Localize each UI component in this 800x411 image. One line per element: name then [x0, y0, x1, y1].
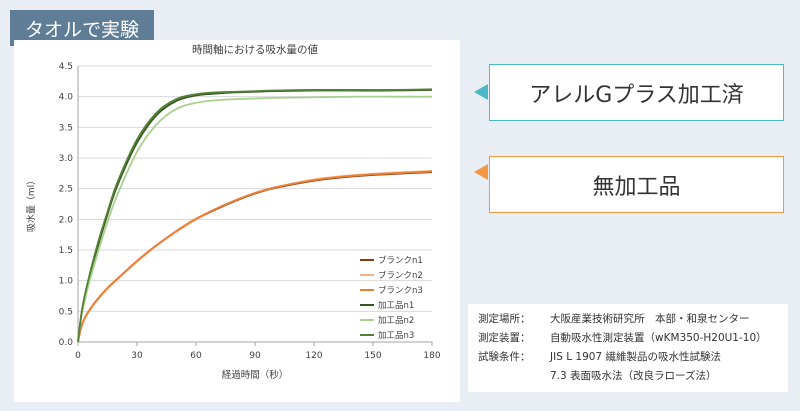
x-tick-label: 90 [249, 351, 261, 361]
chart-card: 時間軸における吸水量の値 0.0 0.5 1.0 1.5 2.0 2.5 3.0 3.5 4.0 4… [14, 40, 460, 402]
condition-row: 測定装置： 自動吸水性測定装置（wKM350-H20U1-10） [478, 329, 778, 348]
x-tick-label: 0 [75, 351, 81, 361]
legend-label: 加工品n1 [378, 300, 414, 311]
condition-key: 測定装置： [478, 332, 531, 344]
series-line [77, 170, 433, 343]
condition-row: 7.3 表面吸水法（改良ラローズ法） [478, 367, 778, 386]
callout-pointer-untreated [474, 164, 488, 180]
legend-label: 加工品n3 [378, 330, 414, 341]
condition-row: 試験条件： JIS L 1907 繊維製品の吸水性試験法 [478, 348, 778, 367]
x-tick-label: 180 [423, 351, 440, 361]
y-tick-label: 1.5 [59, 246, 73, 256]
x-tick-label: 30 [131, 351, 143, 361]
y-tick-label: 1.0 [59, 277, 74, 287]
series-line [77, 88, 433, 343]
y-tick-label: 4.5 [59, 62, 73, 72]
condition-key: 試験条件： [478, 351, 531, 363]
callout-pointer-treated [474, 84, 488, 100]
water-absorption-chart: 時間軸における吸水量の値 0.0 0.5 1.0 1.5 2.0 2.5 3.0 3.5 4.0 4… [25, 43, 441, 381]
test-conditions-box: 測定場所： 大阪産業技術研究所 本部・和泉センター 測定装置： 自動吸水性測定装… [468, 304, 788, 392]
y-tick-label: 4.0 [59, 93, 74, 103]
x-axis-label: 経過時間（秒） [222, 369, 289, 381]
condition-value: 7.3 表面吸水法（改良ラローズ法） [550, 370, 717, 382]
chart-title: 時間軸における吸水量の値 [192, 43, 318, 56]
legend-label: ブランクn3 [378, 285, 423, 296]
condition-key: 測定場所： [478, 313, 531, 325]
legend-label: 加工品n2 [378, 315, 414, 326]
series-line [77, 95, 432, 343]
y-axis-label: 吸水量（ml） [25, 176, 37, 232]
callout-treated: アレルGプラス加工済 [489, 64, 784, 121]
y-tick-label: 3.5 [59, 123, 73, 133]
x-tick-label: 120 [305, 351, 322, 361]
condition-value: 大阪産業技術研究所 本部・和泉センター [550, 313, 750, 325]
callout-untreated: 無加工品 [489, 156, 784, 213]
y-tick-label: 2.5 [59, 185, 73, 195]
x-tick-label: 60 [190, 351, 202, 361]
x-tick-label: 150 [364, 351, 381, 361]
y-tick-label: 3.0 [59, 154, 74, 164]
legend-label: ブランクn2 [378, 270, 423, 281]
condition-key [478, 367, 550, 386]
condition-row: 測定場所： 大阪産業技術研究所 本部・和泉センター [478, 310, 778, 329]
y-tick-label: 2.0 [59, 215, 74, 225]
legend-label: ブランクn1 [378, 255, 423, 266]
condition-value: JIS L 1907 繊維製品の吸水性試験法 [550, 351, 721, 363]
y-tick-label: 0.0 [59, 338, 74, 348]
condition-value: 自動吸水性測定装置（wKM350-H20U1-10） [550, 332, 767, 344]
y-tick-label: 0.5 [59, 307, 73, 317]
